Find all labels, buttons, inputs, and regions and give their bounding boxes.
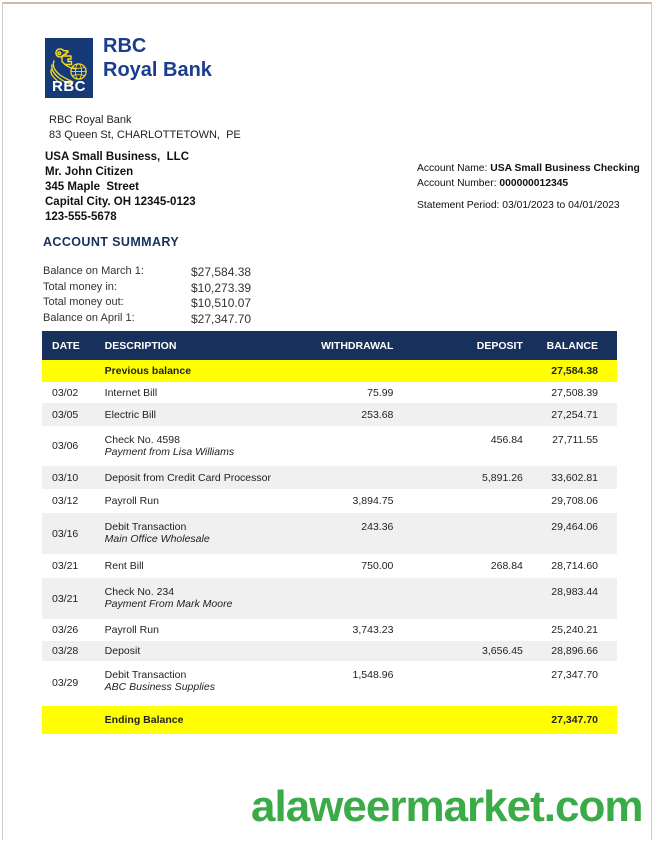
svg-text:RBC: RBC (52, 78, 86, 95)
